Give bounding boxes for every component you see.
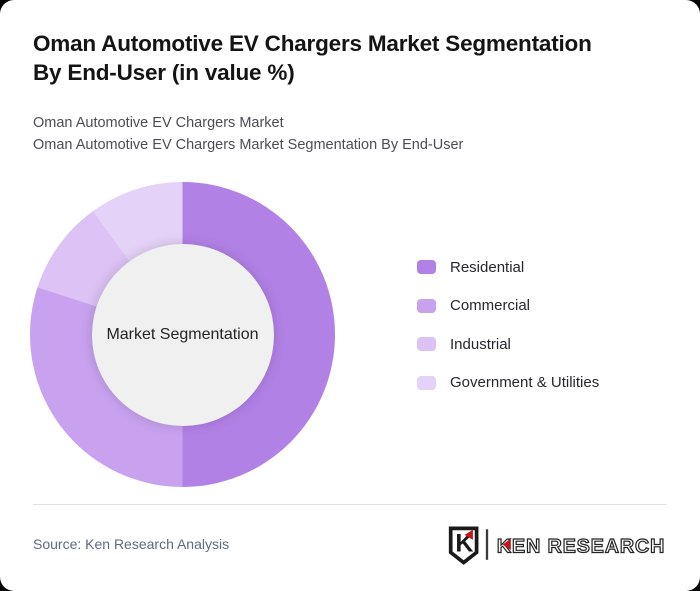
logo-shield-red-triangle-icon — [464, 529, 473, 540]
subtitle-line1: Oman Automotive EV Chargers Market — [33, 115, 284, 131]
chart-legend: Residential Commercial Industrial Govern… — [417, 258, 600, 391]
legend-swatch — [417, 337, 436, 351]
legend-label: Commercial — [450, 297, 531, 314]
legend-item-industrial: Industrial — [417, 335, 599, 353]
legend-item-commercial: Commercial — [417, 297, 599, 314]
subtitle-line2: Oman Automotive EV Chargers Market Segme… — [33, 136, 464, 153]
donut-center-label: Market Segmentation — [106, 325, 259, 343]
page-title: Oman Automotive EV Chargers Market Segme… — [33, 29, 663, 87]
legend-item-residential: Residential — [417, 258, 599, 276]
donut-hole: Market Segmentation — [91, 243, 274, 426]
page-title-line1: Oman Automotive EV Chargers Market Segme… — [33, 31, 592, 56]
legend-swatch — [417, 260, 436, 274]
page-title-line2: By End-User (in value %) — [33, 60, 295, 85]
footer-divider — [33, 504, 667, 505]
shield-icon: K — [448, 526, 479, 565]
legend-swatch — [417, 375, 436, 390]
donut-chart-area: Market Segmentation — [30, 182, 335, 487]
logo-wordmark-red-triangle-icon — [502, 538, 511, 551]
legend-swatch — [417, 298, 436, 313]
legend-item-government-utilities: Government & Utilities — [417, 374, 600, 391]
legend-label: Industrial — [450, 335, 511, 353]
logo-divider — [485, 529, 489, 560]
logo-wordmark: KEN RESEARCH — [497, 535, 665, 557]
legend-label: Government & Utilities — [450, 374, 600, 391]
subtitle: Oman Automotive EV Chargers Market Oman … — [33, 113, 653, 156]
source-text: Source: Ken Research Analysis — [33, 536, 230, 552]
legend-label: Residential — [450, 258, 525, 276]
ken-research-logo: K KEN RESEARCH — [448, 526, 665, 565]
